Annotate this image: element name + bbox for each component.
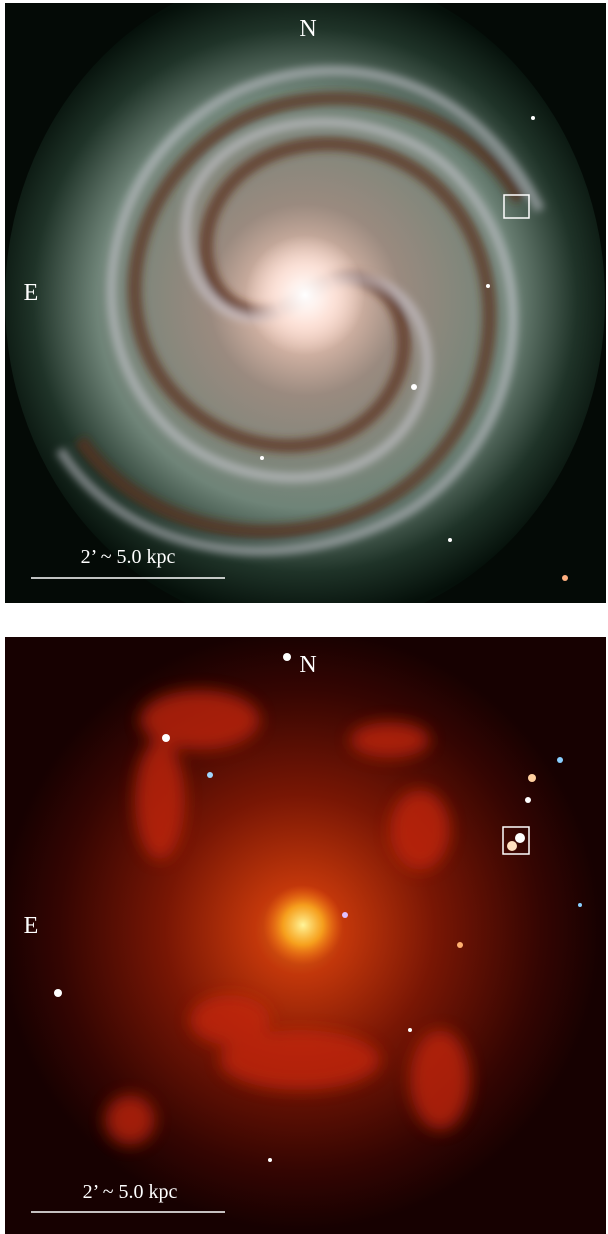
north-label: N — [299, 652, 316, 678]
north-label: N — [299, 16, 316, 42]
scale-label: 2’ ~ 5.0 kpc — [81, 546, 176, 568]
east-label: E — [24, 913, 39, 939]
xray-image: N E 2’ ~ 5.0 kpc — [5, 637, 606, 1234]
east-label: E — [24, 280, 39, 306]
optical-image: N E 2’ ~ 5.0 kpc — [5, 3, 606, 603]
scale-label: 2’ ~ 5.0 kpc — [83, 1181, 178, 1203]
